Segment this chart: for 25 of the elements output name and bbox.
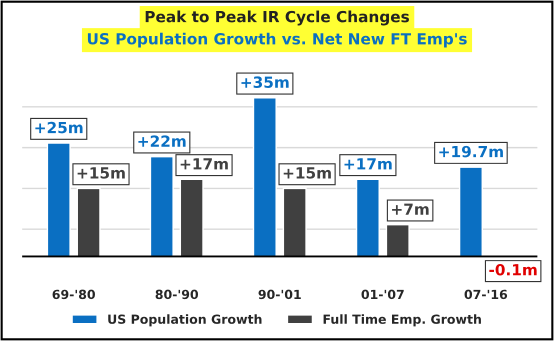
legend-label: Full Time Emp. Growth xyxy=(324,314,481,326)
bar xyxy=(282,188,307,258)
chart-title: Peak to Peak IR Cycle Changes xyxy=(146,10,409,26)
x-tick-label: 90-'01 xyxy=(258,290,301,300)
data-label: +17m xyxy=(344,158,392,170)
data-label: -0.1m xyxy=(489,264,537,276)
legend-label: US Population Growth xyxy=(108,314,262,326)
bar xyxy=(180,178,204,258)
bar xyxy=(356,178,380,258)
data-label: +25m xyxy=(35,122,83,134)
x-tick-label: 80-'90 xyxy=(156,290,198,300)
data-label: +22m xyxy=(138,135,186,147)
data-label: +35m xyxy=(241,76,289,88)
data-label: +7m xyxy=(392,204,429,215)
bar xyxy=(76,188,101,258)
data-label: +15m xyxy=(78,167,125,179)
data-label: +19.7m xyxy=(439,146,503,158)
data-label: +15m xyxy=(284,167,331,179)
x-tick-label: 01-'07 xyxy=(362,290,404,300)
bar xyxy=(386,224,410,258)
x-tick-label: 07-'16 xyxy=(464,290,508,300)
data-label: +17m xyxy=(180,158,228,170)
bar xyxy=(458,166,483,258)
x-tick-label: 69-'80 xyxy=(52,290,95,300)
chart-subtitle: US Population Growth vs. Net New FT Emp's xyxy=(88,32,467,48)
